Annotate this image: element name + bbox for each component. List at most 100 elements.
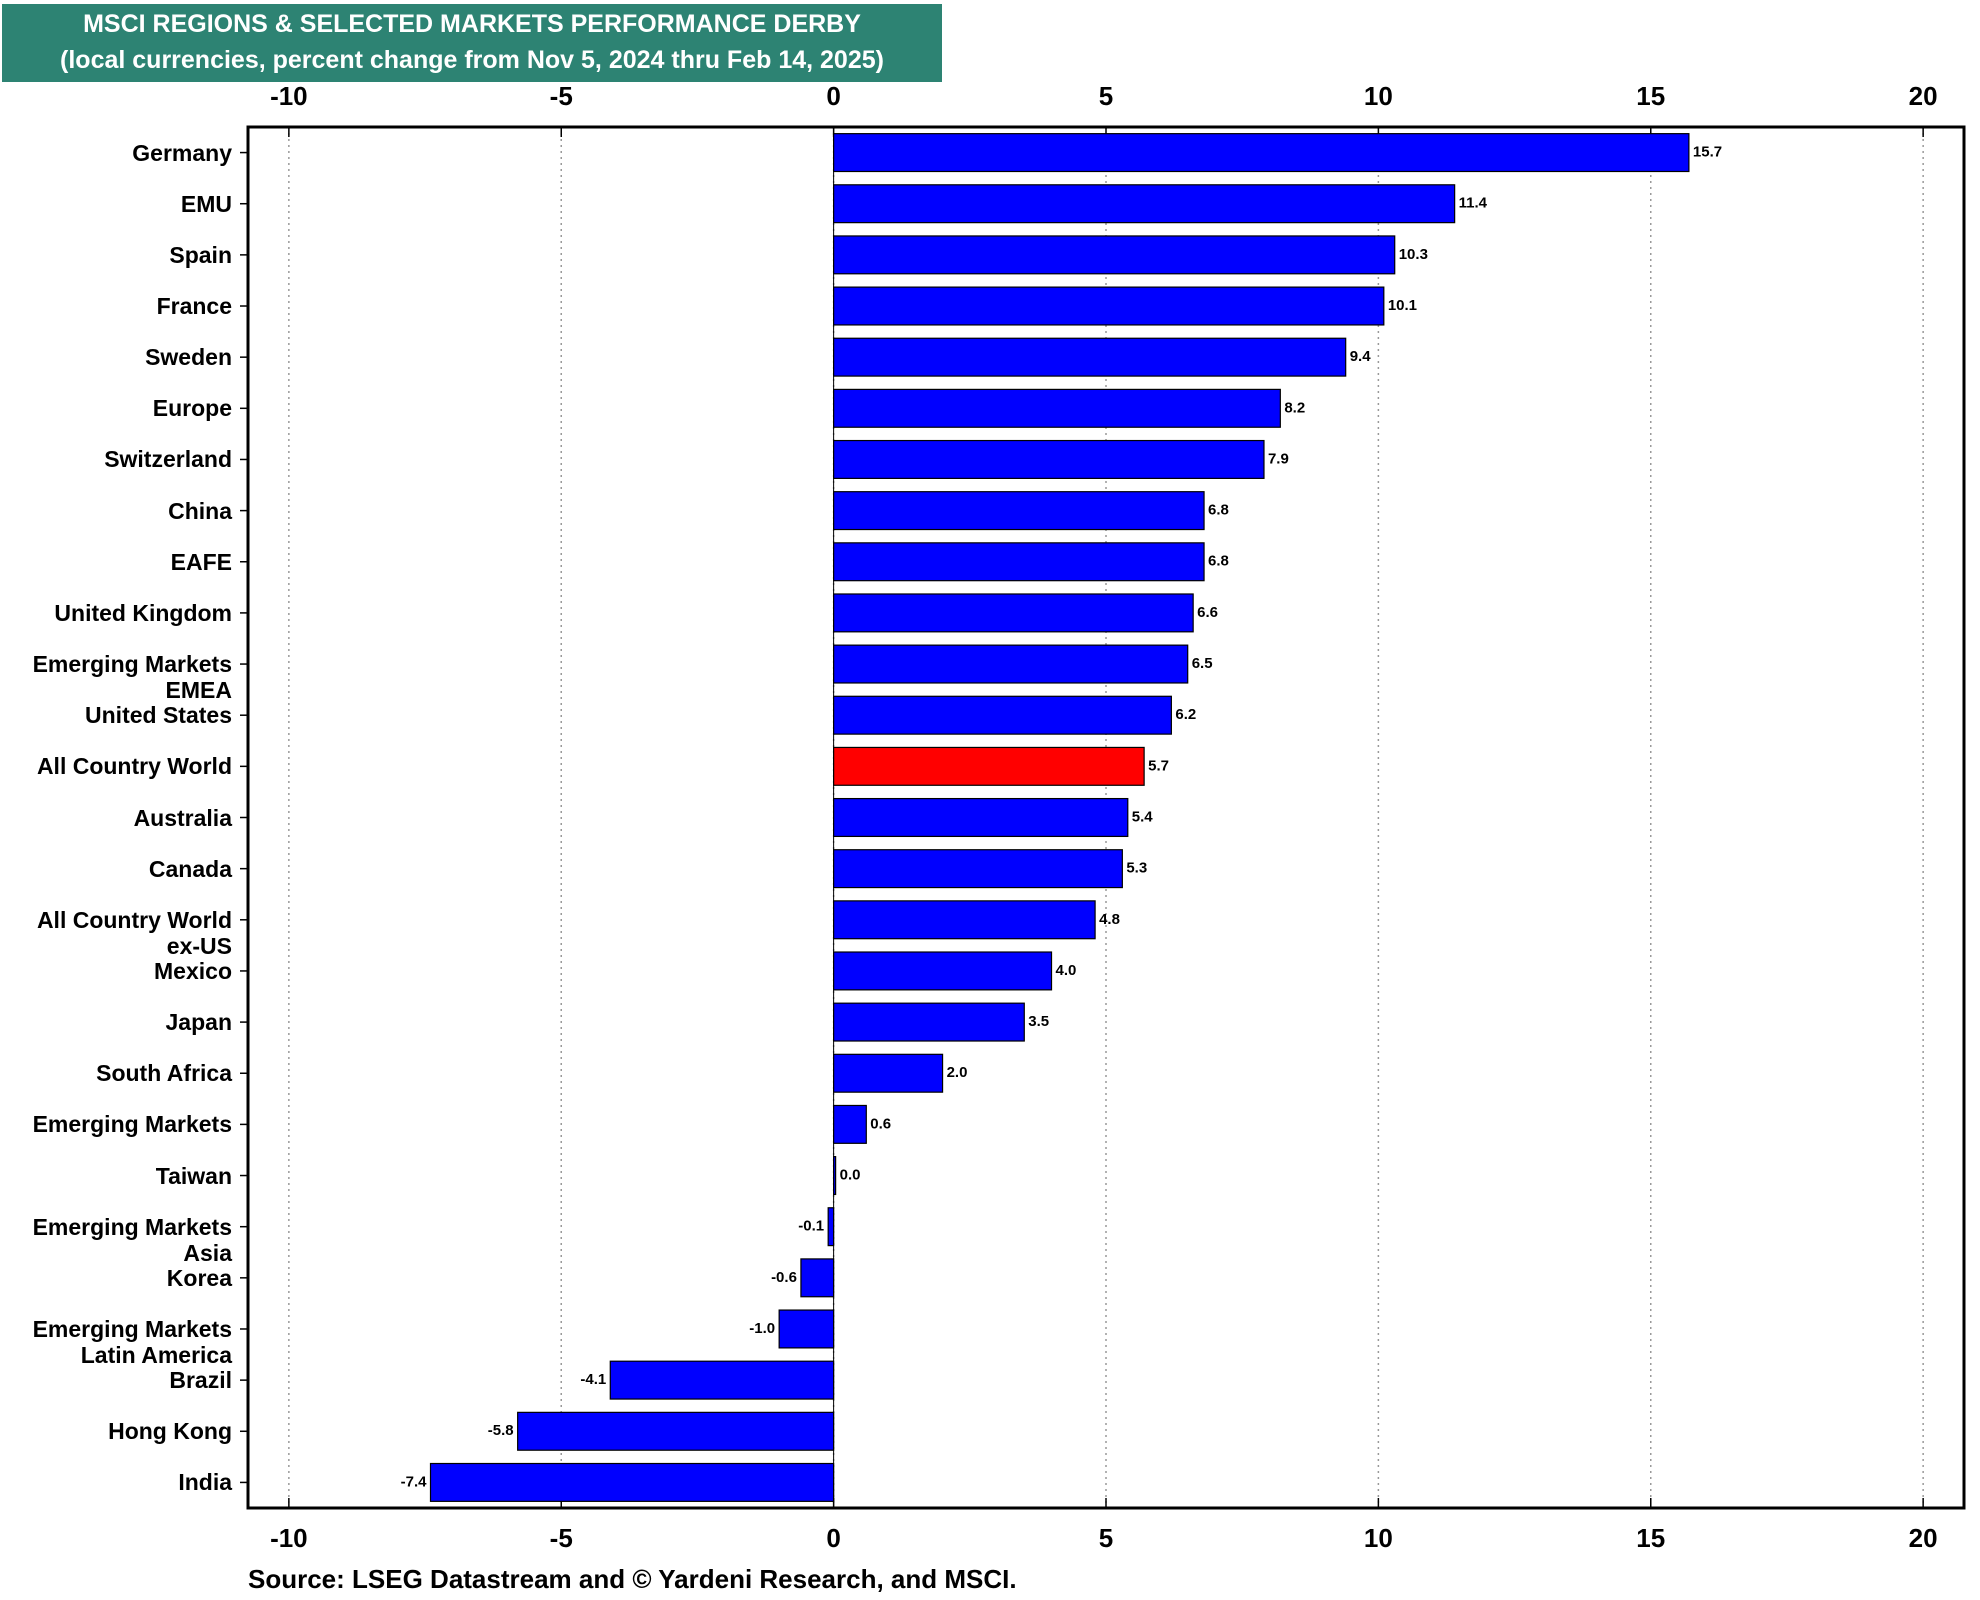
- x-tick-label-bottom: 20: [1909, 1523, 1938, 1553]
- y-tick-label: EAFE: [170, 548, 232, 575]
- value-label: 11.4: [1459, 195, 1488, 212]
- bar: [833, 1104, 867, 1144]
- x-tick-label-bottom: 5: [1099, 1523, 1113, 1553]
- y-tick-label: Emerging Markets Asia: [32, 1213, 232, 1266]
- y-tick-label: Hong Kong: [108, 1418, 232, 1445]
- title-box: MSCI REGIONS & SELECTED MARKETS PERFORMA…: [2, 4, 942, 82]
- y-tick-label: Japan: [165, 1009, 232, 1036]
- bar: [833, 695, 1172, 735]
- chart-title: MSCI REGIONS & SELECTED MARKETS PERFORMA…: [83, 10, 861, 38]
- y-tick-label: Canada: [148, 855, 232, 882]
- bar: [827, 1207, 835, 1247]
- x-tick-label-bottom: -10: [270, 1523, 308, 1553]
- value-label: 0.6: [870, 1115, 891, 1132]
- value-label: 6.6: [1197, 604, 1218, 621]
- value-label: -0.1: [798, 1218, 824, 1235]
- y-tick-label: Korea: [166, 1264, 232, 1291]
- y-tick-label: South Africa: [96, 1060, 232, 1087]
- y-tick-label: United States: [85, 702, 232, 729]
- value-label: 7.9: [1268, 450, 1289, 467]
- y-tick-label: Mexico: [154, 957, 232, 984]
- y-tick-label: Switzerland: [104, 446, 232, 473]
- y-tick-label: Emerging Markets Latin America: [32, 1315, 232, 1368]
- bar: [833, 439, 1265, 479]
- bar: [800, 1258, 835, 1298]
- x-tick-label-top: -10: [270, 81, 308, 111]
- value-label: 6.5: [1192, 655, 1213, 672]
- x-tick-label-top: 10: [1364, 81, 1393, 111]
- chart-subtitle: (local currencies, percent change from N…: [60, 46, 884, 74]
- value-label: 10.3: [1399, 246, 1428, 263]
- bar: [833, 849, 1123, 889]
- bar: [833, 235, 1396, 275]
- y-tick-label: France: [156, 293, 232, 320]
- value-label: -0.6: [771, 1269, 797, 1286]
- bar: [833, 388, 1281, 428]
- value-label: 6.8: [1208, 502, 1229, 519]
- value-label: -5.8: [488, 1422, 514, 1439]
- x-tick-label-bottom: 15: [1636, 1523, 1665, 1553]
- value-label: 0.0: [840, 1167, 861, 1184]
- y-tick-label: Taiwan: [155, 1162, 232, 1189]
- value-label: 15.7: [1693, 144, 1722, 161]
- bar: [429, 1462, 835, 1502]
- y-tick-label: All Country World ex-US: [36, 906, 232, 959]
- value-label: 5.7: [1148, 757, 1169, 774]
- value-label: 4.0: [1056, 962, 1077, 979]
- source-note: Source: LSEG Datastream and © Yardeni Re…: [248, 1564, 1017, 1594]
- value-label: 6.2: [1175, 706, 1196, 723]
- bar: [517, 1411, 835, 1451]
- value-label: 2.0: [947, 1064, 968, 1081]
- value-label: 4.8: [1099, 911, 1120, 928]
- value-label: 8.2: [1284, 399, 1305, 416]
- x-tick-label-top: 0: [826, 81, 840, 111]
- bar: [778, 1309, 835, 1349]
- y-tick-label: India: [178, 1469, 232, 1496]
- bar: [833, 746, 1145, 786]
- y-tick-label: China: [168, 497, 232, 524]
- value-label: -1.0: [749, 1320, 775, 1337]
- y-tick-label: United Kingdom: [54, 599, 232, 626]
- y-tick-label: Spain: [169, 241, 232, 268]
- value-label: 9.4: [1350, 348, 1372, 365]
- x-tick-label-bottom: 0: [826, 1523, 840, 1553]
- y-tick-label: All Country World: [36, 753, 232, 780]
- bar: [833, 900, 1096, 940]
- bar: [833, 951, 1053, 991]
- y-tick-label: Emerging Markets: [32, 1111, 232, 1138]
- y-tick-label: EMU: [180, 190, 232, 217]
- y-tick-label: Australia: [133, 804, 232, 831]
- x-tick-label-bottom: 10: [1364, 1523, 1393, 1553]
- bar: [833, 133, 1690, 173]
- bar: [609, 1360, 835, 1400]
- x-tick-label-top: 15: [1636, 81, 1665, 111]
- value-label: 6.8: [1208, 553, 1229, 570]
- value-label: 5.4: [1132, 808, 1154, 825]
- y-tick-label: Germany: [132, 139, 232, 166]
- bar: [833, 1053, 944, 1093]
- y-tick-label: Emerging Markets EMEA: [32, 651, 232, 704]
- bar: [833, 286, 1385, 326]
- x-tick-label-top: 5: [1099, 81, 1113, 111]
- bar: [833, 542, 1205, 582]
- value-label: -4.1: [580, 1371, 606, 1388]
- bar: [833, 644, 1189, 684]
- bar: [833, 1002, 1025, 1042]
- value-label: 10.1: [1388, 297, 1417, 314]
- value-label: 3.5: [1028, 1013, 1049, 1030]
- bar: [833, 491, 1205, 531]
- value-label: 5.3: [1126, 860, 1147, 877]
- y-tick-label: Sweden: [145, 344, 232, 371]
- bar: [833, 184, 1456, 224]
- y-tick-label: Europe: [152, 395, 232, 422]
- x-tick-label-top: 20: [1909, 81, 1938, 111]
- value-label: -7.4: [401, 1473, 428, 1490]
- y-tick-label: Brazil: [169, 1367, 232, 1394]
- bar: [833, 593, 1194, 633]
- bar: [833, 337, 1347, 377]
- bar: [833, 797, 1129, 838]
- bar: [833, 1156, 837, 1196]
- x-tick-label-bottom: -5: [550, 1523, 573, 1553]
